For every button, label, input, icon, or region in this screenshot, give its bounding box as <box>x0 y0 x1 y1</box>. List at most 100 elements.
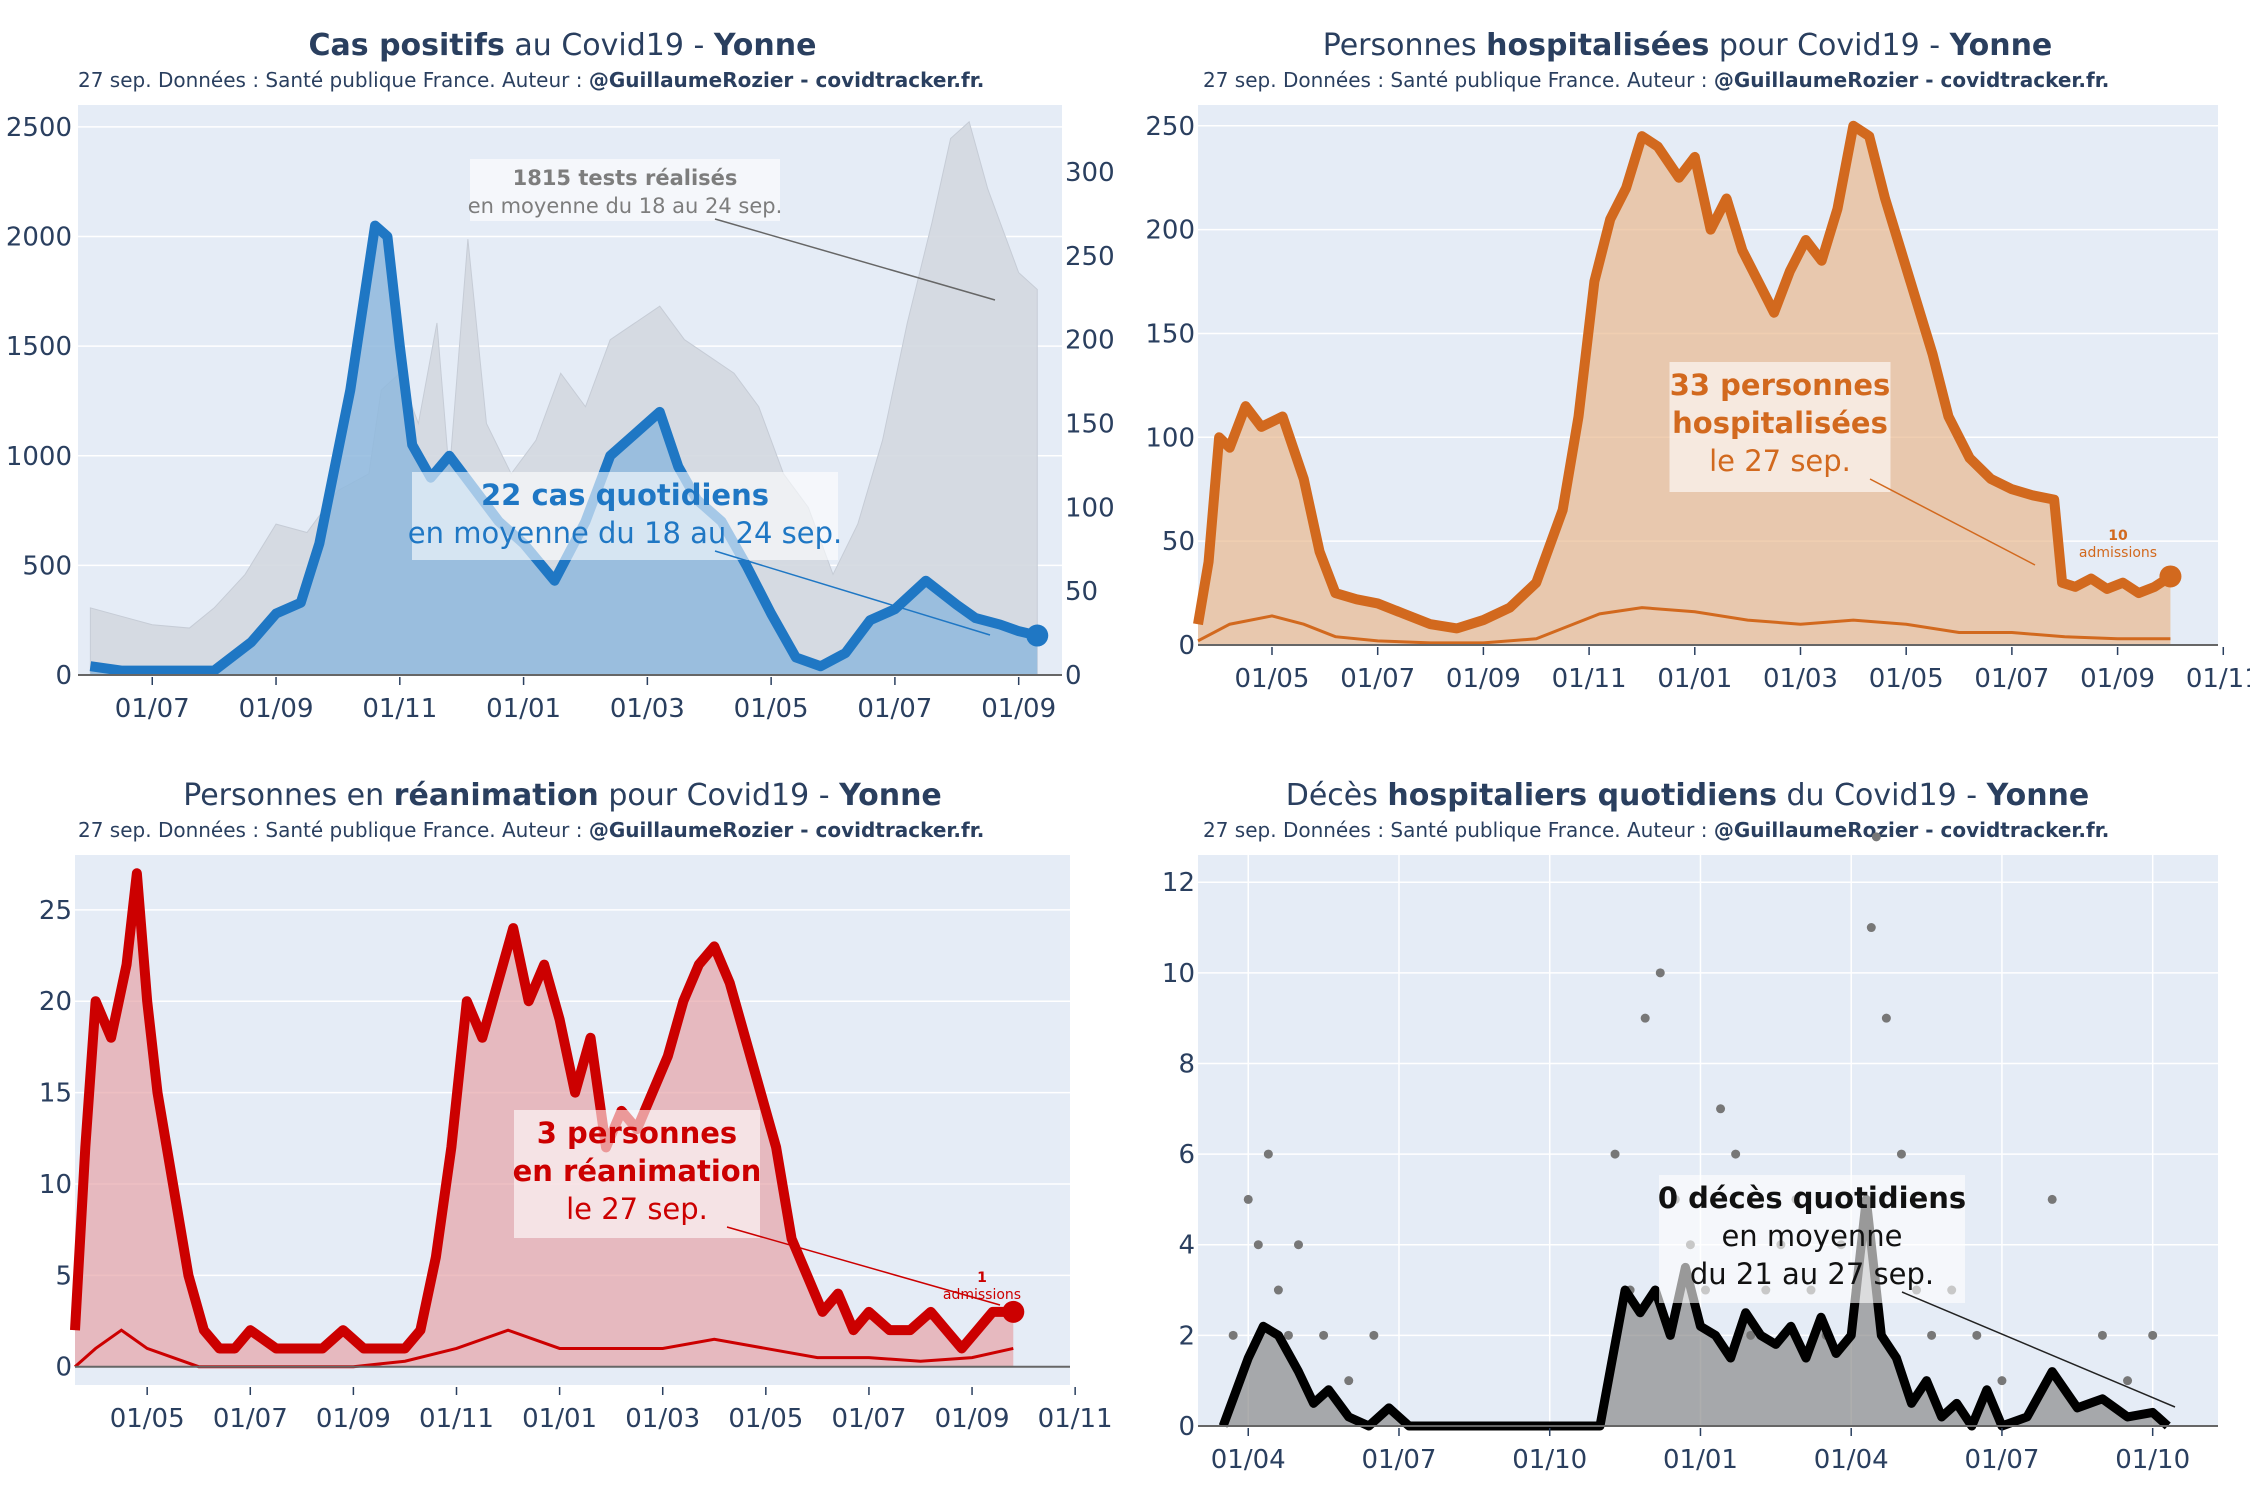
x-tick-label: 01/09 <box>935 1404 1010 1434</box>
daily-deaths-dot <box>1716 1104 1726 1114</box>
x-tick-label: 01/07 <box>1362 1445 1437 1475</box>
admissions-annotation-text: 1 <box>977 1270 987 1286</box>
title-part: au Covid19 - <box>504 28 714 63</box>
x-tick-label: 01/04 <box>1211 1445 1286 1475</box>
daily-deaths-dot <box>1731 1149 1741 1159</box>
daily-deaths-dot <box>1369 1330 1379 1340</box>
y-tick-label: 20 <box>39 987 72 1017</box>
last-point-marker <box>1026 624 1049 647</box>
series-line <box>1193 120 2174 634</box>
last-point-marker <box>2159 565 2182 588</box>
title-part: hospitaliers quotidiens <box>1387 778 1777 813</box>
title-part: Yonne <box>1949 28 2053 63</box>
y-tick-label: 2000 <box>6 223 72 253</box>
chart-title: Cas positifs au Covid19 - Yonne <box>0 28 1125 63</box>
daily-deaths-dot <box>2047 1194 2057 1204</box>
y2-tick-label: 200 <box>1065 326 1115 356</box>
x-tick-label: 01/07 <box>831 1404 906 1434</box>
daily-deaths-dot <box>1293 1240 1303 1250</box>
y2-tick-label: 50 <box>1065 577 1098 607</box>
x-tick-label: 01/05 <box>1235 664 1310 694</box>
x-tick-label: 01/05 <box>728 1404 803 1434</box>
title-part: Yonne <box>839 778 942 813</box>
title-part: hospitalisées <box>1486 28 1710 63</box>
y-tick-label: 0 <box>55 1353 72 1383</box>
daily-deaths-dot <box>1283 1330 1293 1340</box>
x-tick-label: 01/11 <box>419 1404 494 1434</box>
x-tick-label: 01/03 <box>1763 664 1838 694</box>
title-part: pour Covid19 - <box>1709 28 1950 63</box>
y-tick-label: 2 <box>1178 1321 1195 1351</box>
y-tick-label: 0 <box>1178 631 1195 661</box>
x-tick-label: 01/07 <box>1974 664 2049 694</box>
y-tick-label: 100 <box>1145 423 1195 453</box>
x-tick-label: 01/03 <box>625 1404 700 1434</box>
annotation-box <box>470 159 780 221</box>
y-tick-label: 2500 <box>6 113 72 143</box>
annotation-text: le 27 sep. <box>566 1192 708 1226</box>
annotation-text: le 27 sep. <box>1709 444 1851 478</box>
y-tick-label: 5 <box>55 1261 72 1291</box>
annotation-text: 33 personnes <box>1670 368 1891 402</box>
x-tick-label: 01/10 <box>2115 1445 2190 1475</box>
y-tick-label: 10 <box>1162 959 1195 989</box>
tests-annotation-text: en moyenne du 18 au 24 sep. <box>468 194 783 218</box>
annotation-text: en réanimation <box>513 1154 762 1188</box>
chart-svg: 0 50 100 150 200 250 01/05 01/07 01/09 01/11 01/01… <box>1145 105 2250 694</box>
daily-deaths-dot <box>1871 832 1881 842</box>
annotation-text: du 21 au 27 sep. <box>1690 1257 1934 1291</box>
daily-deaths-dot <box>1927 1330 1937 1340</box>
chart-panel-reanimation: Personnes en réanimation pour Covid19 - … <box>0 750 1125 1500</box>
series-area <box>90 225 1038 676</box>
x-tick-label: 01/03 <box>610 694 685 724</box>
y-tick-label: 150 <box>1145 319 1195 349</box>
chart-source: 27 sep. Données : Santé publique France.… <box>1203 68 2110 92</box>
y-tick-label: 12 <box>1162 868 1195 898</box>
y-tick-label: 10 <box>39 1170 72 1200</box>
series-line <box>1218 1194 2171 1431</box>
chart-source: 27 sep. Données : Santé publique France.… <box>78 818 985 842</box>
y-tick-label: 50 <box>1162 527 1195 557</box>
title-part: Yonne <box>713 28 817 63</box>
daily-deaths-dot <box>2097 1330 2107 1340</box>
admissions-line <box>74 1328 1014 1369</box>
daily-deaths-dot <box>1866 923 1876 933</box>
chart-panel-cas-positifs: Cas positifs au Covid19 - Yonne 27 sep. … <box>0 0 1125 740</box>
daily-deaths-dot <box>1881 1013 1891 1023</box>
y2-tick-label: 300 <box>1065 158 1115 188</box>
daily-deaths-dot <box>1273 1285 1283 1295</box>
daily-deaths-dot <box>1253 1240 1263 1250</box>
y-tick-label: 500 <box>22 551 72 581</box>
x-tick-label: 01/05 <box>1869 664 1944 694</box>
x-tick-label: 01/11 <box>2186 664 2250 694</box>
y-tick-label: 200 <box>1145 216 1195 246</box>
tests-annotation-text: 1815 tests réalisés <box>513 166 738 190</box>
daily-deaths-dot <box>1228 1330 1238 1340</box>
chart-svg: 0 500 1000 1500 2000 2500 0 50 100 150 200 250 300 01… <box>6 105 1115 724</box>
daily-deaths-dot <box>1655 968 1665 978</box>
title-part: Personnes en <box>183 778 394 813</box>
y-tick-label: 25 <box>39 896 72 926</box>
x-tick-label: 01/01 <box>1657 664 1732 694</box>
annotation-box <box>1669 362 1891 492</box>
x-tick-label: 01/07 <box>1340 664 1415 694</box>
y2-tick-label: 0 <box>1065 661 1082 691</box>
annotation-text: hospitalisées <box>1672 406 1888 440</box>
admissions-annotation-text: admissions <box>943 1287 1021 1303</box>
admissions-annotation-text: 10 <box>2108 528 2128 544</box>
daily-deaths-dot <box>1972 1330 1982 1340</box>
annotation-text: 3 personnes <box>537 1116 737 1150</box>
title-part: réanimation <box>393 778 599 813</box>
annotation-box <box>412 472 838 560</box>
x-tick-label: 01/11 <box>1552 664 1627 694</box>
daily-deaths-dot <box>1263 1149 1273 1159</box>
annotation-arrow <box>1901 1291 2176 1408</box>
chart-panel-deces: Décès hospitaliers quotidiens du Covid19… <box>1125 750 2250 1500</box>
x-tick-label: 01/09 <box>981 694 1056 724</box>
x-tick-label: 01/04 <box>1814 1445 1889 1475</box>
y2-tick-label: 150 <box>1065 410 1115 440</box>
y-tick-label: 0 <box>55 661 72 691</box>
annotation-text: 22 cas quotidiens <box>481 478 769 512</box>
chart-svg: 0 5 10 15 20 25 01/05 01/07 01/09 01/11 01/01 01/03… <box>39 855 1113 1434</box>
chart-title: Personnes hospitalisées pour Covid19 - Y… <box>1125 28 2250 63</box>
